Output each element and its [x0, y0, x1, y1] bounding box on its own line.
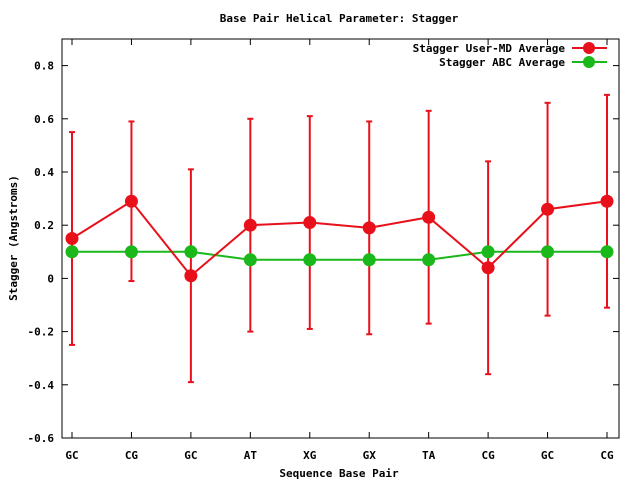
- y-axis-label: Stagger (Angstroms): [7, 175, 20, 301]
- data-point-abc: [362, 253, 376, 267]
- x-tick-label: GX: [363, 449, 377, 462]
- data-point-user-md: [243, 218, 257, 232]
- y-tick-label: -0.4: [28, 379, 55, 392]
- y-tick-label: 0.8: [34, 60, 54, 73]
- x-tick-label: CG: [481, 449, 495, 462]
- x-tick-label: TA: [422, 449, 436, 462]
- data-point-user-md: [65, 232, 79, 245]
- y-tick-label: 0.6: [34, 113, 54, 126]
- series-line-user-md: [71, 199, 608, 278]
- data-point-abc: [303, 253, 317, 267]
- data-point-user-md: [303, 216, 317, 230]
- data-point-abc: [65, 245, 79, 259]
- data-point-abc: [124, 245, 138, 259]
- x-tick-label: AT: [244, 449, 258, 462]
- y-tick-labels: -0.6 -0.4 -0.2 0 0.2 0.4 0.6 0.8: [28, 60, 55, 445]
- legend-marker-user-md: [583, 42, 595, 54]
- data-point-user-md: [422, 210, 436, 224]
- plot-frame: [61, 38, 620, 439]
- data-point-abc: [541, 245, 555, 259]
- series-abc: [65, 245, 614, 267]
- x-axis-label: Sequence Base Pair: [279, 467, 399, 480]
- data-point-abc: [243, 253, 257, 267]
- data-point-abc: [184, 245, 198, 259]
- series-layer: [65, 93, 614, 384]
- x-tick-label: GC: [541, 449, 554, 462]
- x-tick-label: GC: [184, 449, 197, 462]
- error-bars-user-md: [69, 93, 610, 384]
- legend-marker-abc: [583, 56, 595, 68]
- y-tick-label: -0.2: [28, 326, 55, 339]
- legend: Stagger User-MD Average Stagger ABC Aver…: [413, 42, 607, 69]
- data-point-abc: [600, 245, 614, 259]
- y-tick-label: -0.6: [28, 432, 55, 445]
- data-point-user-md: [481, 261, 495, 275]
- legend-label-abc: Stagger ABC Average: [439, 56, 565, 69]
- data-point-user-md: [124, 194, 138, 208]
- y-tick-label: 0: [47, 272, 54, 285]
- x-tick-label: CG: [125, 449, 139, 462]
- data-point-abc: [422, 253, 436, 267]
- x-tick-labels: GC CG GC AT XG GX TA CG GC CG: [65, 449, 614, 462]
- x-tick-label: GC: [65, 449, 78, 462]
- data-point-user-md: [184, 269, 198, 283]
- legend-label-user-md: Stagger User-MD Average: [413, 42, 566, 55]
- y-tick-label: 0.4: [34, 166, 54, 179]
- legend-entry-user-md: Stagger User-MD Average: [413, 42, 607, 55]
- data-point-user-md: [600, 194, 614, 208]
- data-point-user-md: [362, 221, 376, 235]
- axis-ticks: [62, 39, 619, 439]
- legend-entry-abc: Stagger ABC Average: [439, 56, 607, 69]
- y-tick-label: 0.2: [34, 219, 54, 232]
- x-tick-label: CG: [600, 449, 614, 462]
- x-tick-label: XG: [303, 449, 317, 462]
- series-line-abc: [72, 250, 607, 261]
- series-user-md: [65, 194, 614, 283]
- data-point-abc: [481, 245, 495, 259]
- data-point-user-md: [541, 202, 555, 216]
- chart-title: Base Pair Helical Parameter: Stagger: [220, 12, 459, 25]
